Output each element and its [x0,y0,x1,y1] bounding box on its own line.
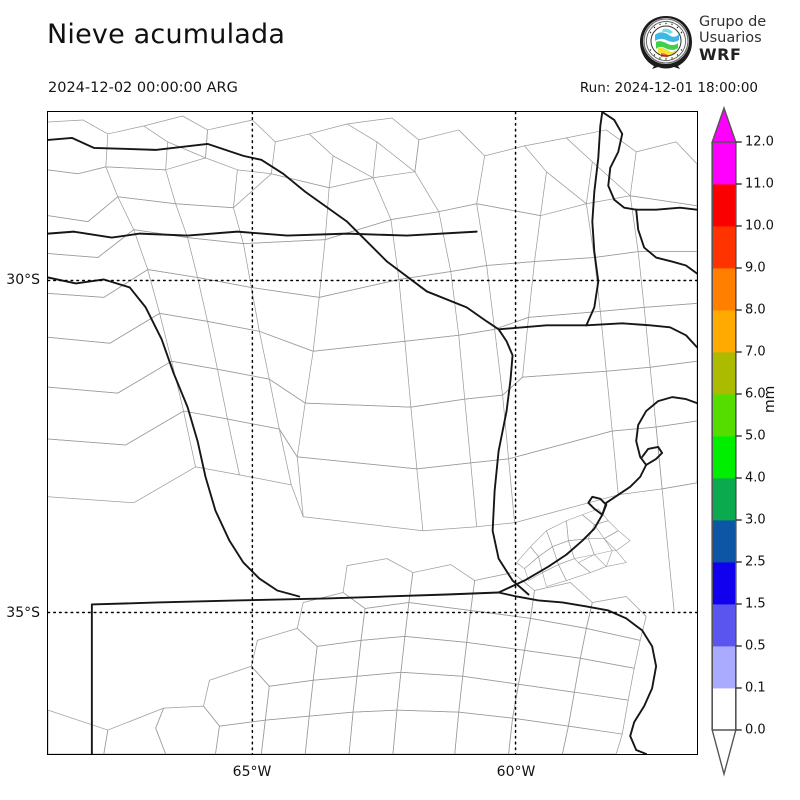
logo-line-3: WRF [699,45,742,65]
colorbar-band [712,226,736,269]
colorbar-band [712,184,736,227]
province-boundaries [48,112,697,754]
colorbar-tick-label: 9.0 [745,260,766,276]
colorbar-tick-label: 0.5 [745,638,766,654]
colorbar-band [712,352,736,395]
page-title: Nieve acumulada [47,19,286,50]
lat-tick-label-35S: 35°S [6,605,40,621]
map-plot-area[interactable] [47,111,698,755]
colorbar-band [712,268,736,311]
map-canvas [48,112,697,754]
colorbar-band [712,562,736,605]
colorbar-band [712,142,736,185]
colorbar[interactable] [711,105,742,777]
run-time-label: Run: 2024-12-01 18:00:00 [579,80,758,96]
colorbar-band [712,310,736,353]
colorbar-tick-label: 6.0 [745,386,766,402]
colorbar-ticks [735,141,742,731]
colorbar-tick-label: 5.0 [745,428,766,444]
colorbar-under-arrow [711,729,737,777]
colorbar-tick-label: 0.1 [745,680,766,696]
colorbar-tick-label: 2.5 [745,554,766,570]
logo: Grupo de Usuarios WRF [637,13,789,73]
colorbar-tick-label: 4.0 [745,470,766,486]
wrf-globe-emblem-icon [640,16,692,69]
lon-tick-label-65W: 65°W [232,764,272,780]
lat-tick-label-30S: 30°S [6,272,40,288]
logo-line-1: Grupo de [699,14,767,30]
colorbar-tick-label: 1.5 [745,596,766,612]
colorbar-band [712,478,736,521]
graticule [48,112,697,754]
colorbar-band [712,394,736,437]
colorbar-outline [711,142,737,730]
colorbar-band [712,646,736,689]
colorbar-bands [711,105,737,777]
lon-tick-label-60W: 60°W [496,764,536,780]
colorbar-band [712,436,736,479]
valid-time-label: 2024-12-02 00:00:00 ARG [48,80,238,96]
colorbar-tick-label: 0.0 [745,722,766,738]
colorbar-tick-label: 8.0 [745,302,766,318]
colorbar-band [712,604,736,647]
colorbar-tick-label: 10.0 [745,218,774,234]
department-boundaries [48,115,697,754]
colorbar-tick-label: 11.0 [745,176,774,192]
colorbar-over-arrow [711,105,737,143]
colorbar-tick-label: 7.0 [745,344,766,360]
colorbar-band [712,688,736,731]
colorbar-band [712,520,736,563]
colorbar-canvas [711,105,742,777]
colorbar-tick-label: 3.0 [745,512,766,528]
logo-line-2: Usuarios [699,29,762,46]
logo-text: Grupo de Usuarios WRF [699,14,767,65]
colorbar-tick-label: 12.0 [745,134,774,150]
